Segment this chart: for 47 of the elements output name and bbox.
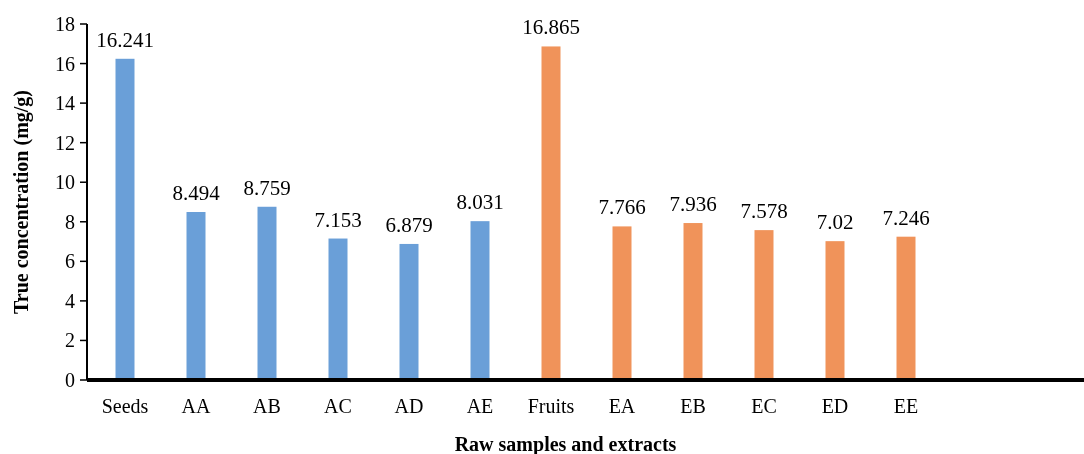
data-label: 7.766: [598, 195, 646, 220]
x-tick-label: EB: [680, 395, 706, 417]
data-label: 8.031: [456, 190, 504, 215]
y-tick-label: 8: [65, 210, 75, 233]
bar: [683, 223, 703, 380]
data-label: 7.936: [669, 192, 717, 217]
bar: [399, 243, 419, 380]
bar: [257, 206, 277, 380]
x-tick-label: AA: [181, 395, 211, 417]
y-tick-label: 14: [55, 92, 75, 115]
y-tick-label: 2: [65, 329, 75, 352]
x-tick-label: EE: [893, 395, 919, 417]
x-tick-label: EA: [608, 395, 636, 417]
y-tick-label: 10: [55, 171, 75, 194]
y-tick-label: 18: [55, 13, 75, 35]
data-label: 7.246: [882, 205, 930, 230]
bar: [541, 46, 561, 380]
x-tick-label: ED: [821, 395, 849, 417]
bar: [612, 226, 632, 380]
y-tick-label: 4: [65, 289, 75, 312]
y-tick-label: 12: [55, 131, 75, 154]
x-tick-label: AC: [324, 395, 352, 417]
x-tick-label: EC: [751, 395, 777, 417]
data-label: 7.578: [740, 199, 788, 224]
y-axis-title: True concentration (mg/g): [10, 89, 33, 315]
y-tick-label: 6: [65, 250, 75, 273]
y-tick-label: 16: [55, 52, 75, 75]
data-label: 16.241: [96, 27, 154, 52]
data-label: 8.494: [172, 181, 221, 206]
y-tick-label: 0: [65, 369, 75, 391]
bar: [186, 212, 206, 380]
bar: [825, 241, 845, 380]
x-tick-label: AB: [253, 395, 281, 417]
bar: [754, 230, 774, 380]
bar: [896, 236, 916, 380]
bar: [328, 238, 348, 380]
bar: [115, 58, 135, 380]
data-label: 16.865: [522, 15, 580, 40]
data-label: 6.879: [385, 212, 433, 237]
x-tick-label: Fruits: [527, 395, 575, 417]
x-tick-label: AD: [394, 395, 424, 417]
data-label: 7.02: [816, 210, 854, 235]
data-label: 7.153: [314, 207, 362, 232]
bar: [470, 221, 490, 380]
x-tick-label: AE: [466, 395, 494, 417]
data-label: 8.759: [243, 175, 291, 200]
x-tick-label: Seeds: [101, 395, 149, 417]
